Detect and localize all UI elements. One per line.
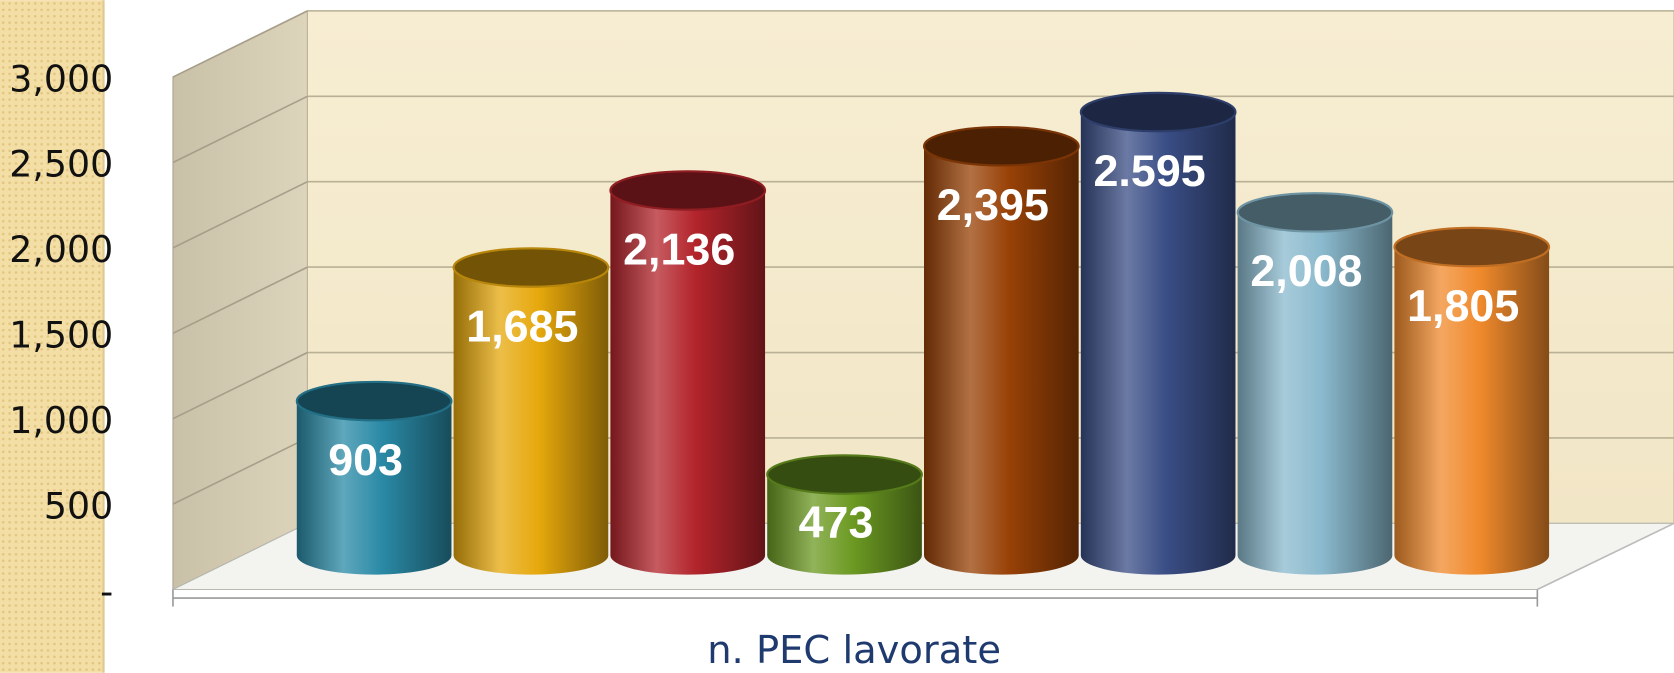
data-label: 2.595	[1094, 145, 1206, 196]
data-label: 473	[799, 496, 874, 547]
y-tick-label: 1,500	[9, 314, 113, 357]
bar	[924, 146, 1079, 556]
bar-top	[609, 170, 767, 211]
bar-top	[766, 454, 923, 495]
y-tick-label: 2,500	[9, 143, 113, 186]
bar-top	[452, 247, 610, 288]
y-tick-label: 500	[44, 484, 113, 527]
grid-line	[172, 95, 308, 164]
side-strip	[0, 0, 104, 673]
data-label: 2,008	[1250, 245, 1362, 296]
y-tick-label: 3,000	[9, 57, 113, 100]
data-label: 1,685	[466, 300, 578, 351]
bar-top	[1236, 192, 1394, 233]
bar-top	[295, 380, 453, 422]
bar-top	[922, 125, 1080, 167]
grid-line	[172, 266, 308, 335]
y-tick-label: 1,000	[9, 399, 113, 442]
grid-line	[172, 10, 308, 78]
data-label: 2,395	[937, 179, 1049, 230]
floor-edge	[1536, 522, 1674, 591]
bar	[1080, 112, 1236, 556]
y-tick-label: 2,000	[9, 228, 113, 271]
bar	[296, 401, 452, 556]
y-tick-label: -	[100, 570, 113, 613]
bar-top	[1393, 226, 1551, 268]
x-axis-title: n. PEC lavorate	[707, 628, 1001, 673]
data-label: 903	[328, 434, 403, 485]
bar	[1394, 247, 1550, 556]
bar	[1237, 212, 1393, 556]
data-label: 1,805	[1407, 280, 1519, 331]
grid-line	[172, 351, 308, 420]
bar	[610, 190, 766, 556]
bar	[453, 267, 609, 556]
bar-top	[1079, 91, 1237, 133]
grid-line	[172, 437, 308, 505]
data-label: 2,136	[623, 223, 735, 274]
grid-line	[172, 180, 308, 249]
